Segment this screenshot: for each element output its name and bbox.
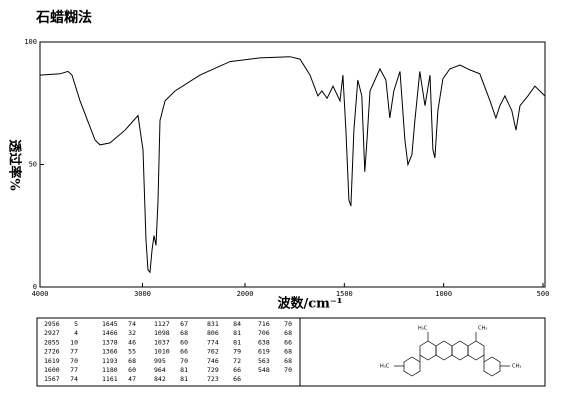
peak-transmittance: 74 bbox=[128, 320, 136, 328]
peak-transmittance: 66 bbox=[233, 375, 241, 383]
peak-transmittance: 66 bbox=[233, 366, 241, 374]
peak-wavenumber: 716 bbox=[258, 320, 270, 328]
structure-drawing bbox=[394, 332, 510, 377]
peak-transmittance: 68 bbox=[180, 329, 188, 337]
peak-wavenumber: 1378 bbox=[102, 338, 118, 346]
structure-label: H₃C bbox=[418, 326, 428, 332]
structure-label: CH₃ bbox=[478, 326, 487, 332]
peak-transmittance: 66 bbox=[284, 338, 292, 346]
y-tick-label: 50 bbox=[29, 161, 37, 169]
peak-transmittance: 32 bbox=[128, 329, 136, 337]
structure-label: CH₃ bbox=[512, 364, 521, 370]
peak-transmittance: 68 bbox=[284, 357, 292, 365]
peak-transmittance: 70 bbox=[180, 357, 188, 365]
peak-wavenumber: 2726 bbox=[44, 348, 60, 356]
peak-transmittance: 70 bbox=[284, 320, 292, 328]
peak-transmittance: 5 bbox=[74, 320, 78, 328]
y-tick-label: 0 bbox=[33, 283, 37, 291]
peak-wavenumber: 1466 bbox=[102, 329, 118, 337]
peak-transmittance: 70 bbox=[70, 357, 78, 365]
peak-wavenumber: 1600 bbox=[44, 366, 60, 374]
x-tick-label: 1500 bbox=[336, 290, 353, 298]
peak-transmittance: 72 bbox=[233, 357, 241, 365]
peak-wavenumber: 1161 bbox=[102, 375, 118, 383]
peak-transmittance: 81 bbox=[180, 366, 188, 374]
y-axis-label: 透过率% bbox=[7, 139, 23, 191]
peak-wavenumber: 964 bbox=[154, 366, 166, 374]
peak-transmittance: 60 bbox=[180, 338, 188, 346]
peak-wavenumber: 2855 bbox=[44, 338, 60, 346]
peak-wavenumber: 563 bbox=[258, 357, 270, 365]
peak-wavenumber: 1180 bbox=[102, 366, 118, 374]
peak-transmittance: 55 bbox=[128, 348, 136, 356]
peak-wavenumber: 729 bbox=[207, 366, 219, 374]
peak-transmittance: 70 bbox=[284, 366, 292, 374]
peak-wavenumber: 706 bbox=[258, 329, 270, 337]
peak-transmittance: 81 bbox=[180, 375, 188, 383]
peak-transmittance: 4 bbox=[74, 329, 78, 337]
x-axis-label: 波数/cm⁻¹ bbox=[278, 296, 343, 312]
peak-wavenumber: 1037 bbox=[154, 338, 170, 346]
peak-transmittance: 84 bbox=[233, 320, 241, 328]
peak-table-frame bbox=[36, 317, 546, 387]
peak-wavenumber: 1193 bbox=[102, 357, 118, 365]
peak-wavenumber: 548 bbox=[258, 366, 270, 374]
peak-transmittance: 60 bbox=[128, 366, 136, 374]
peak-transmittance: 74 bbox=[70, 375, 78, 383]
x-tick-label: 4000 bbox=[32, 290, 49, 298]
peak-wavenumber: 995 bbox=[154, 357, 166, 365]
peak-transmittance: 79 bbox=[233, 348, 241, 356]
peak-transmittance: 46 bbox=[128, 338, 136, 346]
peak-wavenumber: 1645 bbox=[102, 320, 118, 328]
structure-label: H₃C bbox=[380, 364, 390, 370]
peak-wavenumber: 1098 bbox=[154, 329, 170, 337]
peak-wavenumber: 2927 bbox=[44, 329, 60, 337]
peak-transmittance: 68 bbox=[128, 357, 136, 365]
x-tick-label: 500 bbox=[537, 290, 550, 298]
peak-wavenumber: 746 bbox=[207, 357, 219, 365]
peak-transmittance: 81 bbox=[233, 329, 241, 337]
peak-wavenumber: 1567 bbox=[44, 375, 60, 383]
peak-wavenumber: 842 bbox=[154, 375, 166, 383]
x-tick-label: 2000 bbox=[237, 290, 254, 298]
peak-wavenumber: 1366 bbox=[102, 348, 118, 356]
peak-transmittance: 68 bbox=[284, 329, 292, 337]
peak-wavenumber: 723 bbox=[207, 375, 219, 383]
peak-wavenumber: 2956 bbox=[44, 320, 60, 328]
peak-transmittance: 66 bbox=[180, 348, 188, 356]
peak-wavenumber: 806 bbox=[207, 329, 219, 337]
x-tick-label: 3000 bbox=[134, 290, 151, 298]
peak-wavenumber: 1619 bbox=[44, 357, 60, 365]
peak-wavenumber: 762 bbox=[207, 348, 219, 356]
chart-title: 石蜡糊法 bbox=[35, 9, 92, 26]
plot-frame bbox=[39, 41, 546, 288]
peak-wavenumber: 638 bbox=[258, 338, 270, 346]
peak-wavenumber: 619 bbox=[258, 348, 270, 356]
peak-wavenumber: 1010 bbox=[154, 348, 170, 356]
peak-transmittance: 77 bbox=[70, 366, 78, 374]
peak-transmittance: 10 bbox=[70, 338, 78, 346]
peak-transmittance: 67 bbox=[180, 320, 188, 328]
y-tick-label: 100 bbox=[24, 38, 37, 46]
peak-transmittance: 47 bbox=[128, 375, 136, 383]
peak-wavenumber: 1127 bbox=[154, 320, 170, 328]
x-tick-label: 1000 bbox=[435, 290, 452, 298]
peak-transmittance: 68 bbox=[284, 348, 292, 356]
spectrum-line bbox=[39, 56, 546, 274]
peak-transmittance: 81 bbox=[233, 338, 241, 346]
peak-transmittance: 77 bbox=[70, 348, 78, 356]
peak-wavenumber: 774 bbox=[207, 338, 219, 346]
peak-wavenumber: 831 bbox=[207, 320, 219, 328]
